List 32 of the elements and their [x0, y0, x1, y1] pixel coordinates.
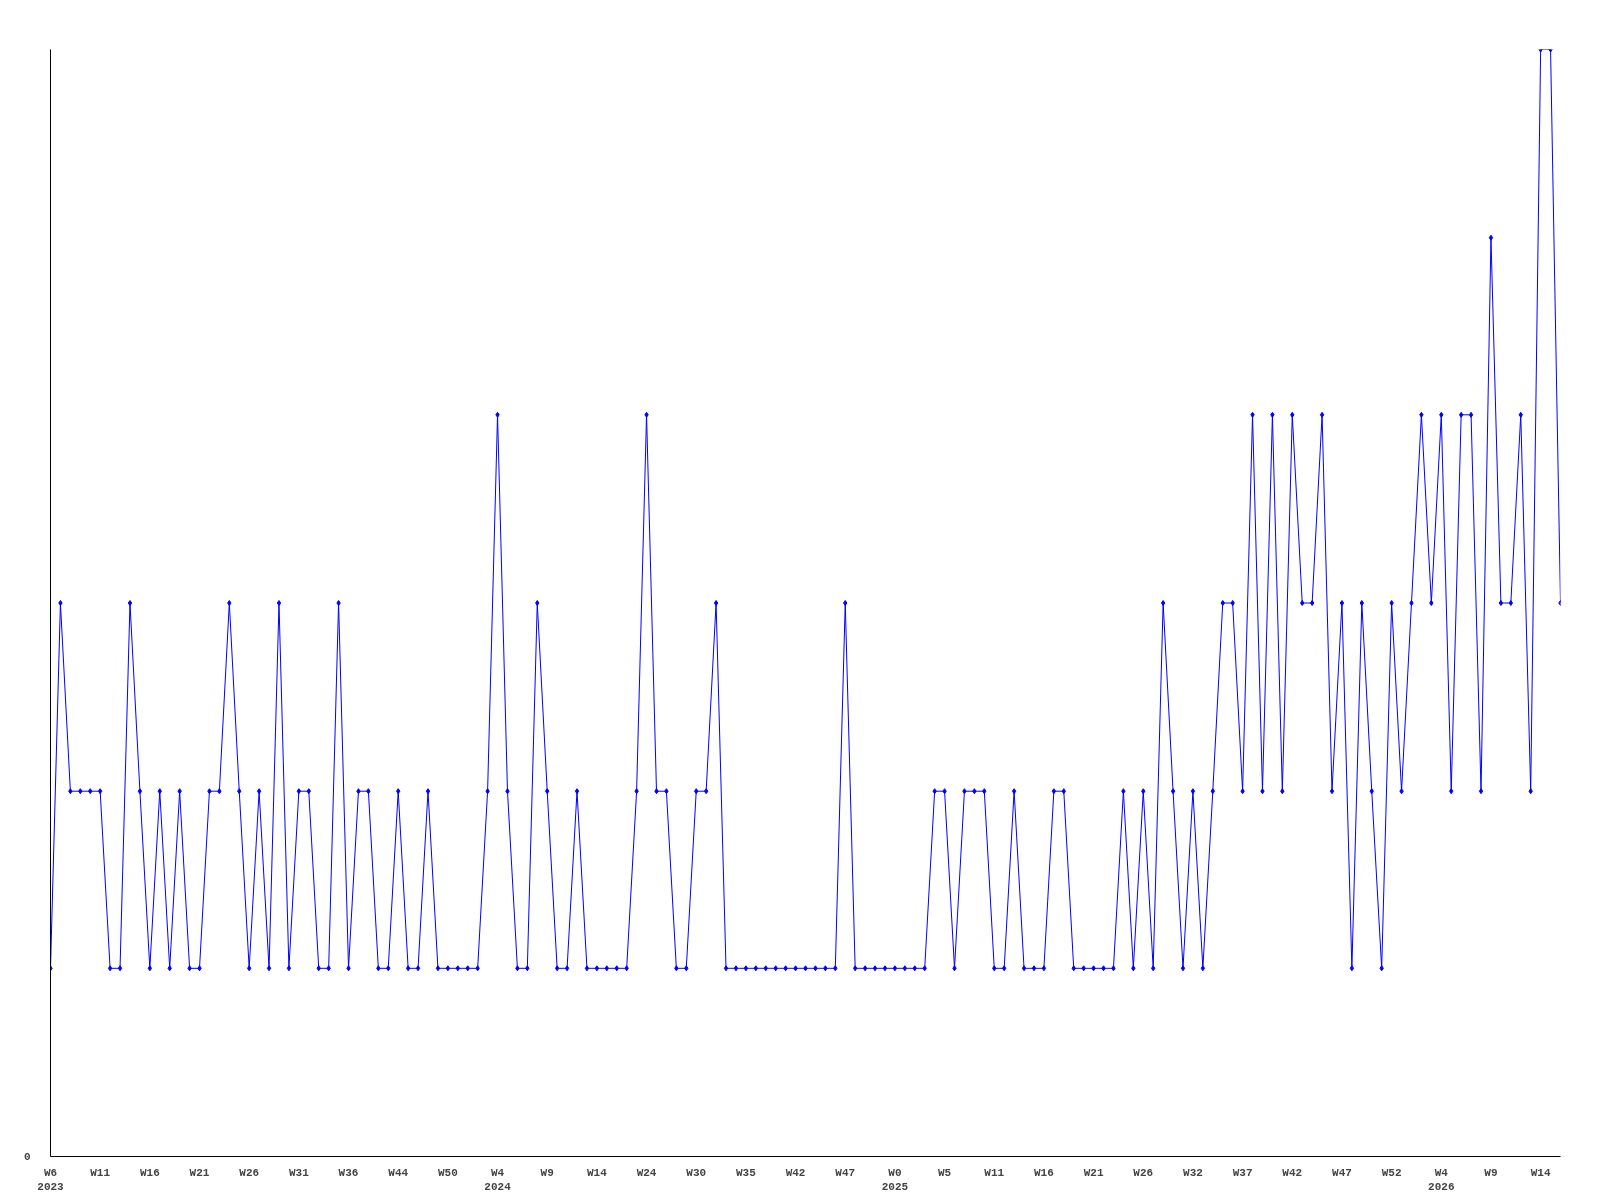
x-tick-label: W16: [139, 1166, 160, 1179]
x-tick-label: W52: [1381, 1166, 1402, 1179]
x-tick-label: W26: [239, 1166, 260, 1179]
x-tick-label: W44: [388, 1166, 409, 1179]
x-tick-label: W11: [984, 1166, 1005, 1179]
x-tick-label: W6 2023: [37, 1166, 65, 1193]
x-tick-label: W14: [586, 1166, 608, 1179]
x-tick-label: W0 2025: [881, 1166, 909, 1193]
x-tick-label: W5: [937, 1166, 952, 1179]
x-tick-label: W50: [437, 1166, 458, 1179]
x-tick-label: W47: [835, 1166, 856, 1179]
text: 0: [23, 1151, 31, 1163]
x-tick-label: W24: [636, 1166, 657, 1179]
x-tick-label: W21: [1083, 1166, 1104, 1179]
x-tick-label: W42: [1282, 1166, 1303, 1179]
x-tick-label: W36: [338, 1166, 359, 1179]
x-tick-label: W37: [1232, 1166, 1253, 1179]
x-tick-label: W31: [288, 1166, 310, 1179]
x-tick-label: W35: [735, 1166, 757, 1179]
x-tick-label: W47: [1332, 1166, 1352, 1179]
x-tick-label: W21: [189, 1166, 210, 1179]
x-tick-label: W16: [1034, 1166, 1054, 1179]
x-tick-label: W30: [686, 1166, 707, 1179]
x-tick-label: W32: [1183, 1166, 1203, 1179]
x-tick-label: W9: [540, 1166, 554, 1179]
x-tick-label: W14: [1530, 1166, 1551, 1179]
x-tick-label: W11: [90, 1166, 111, 1179]
x-tick-label: W9: [1484, 1166, 1498, 1179]
x-tick-label: W4 2024: [484, 1166, 512, 1193]
x-tick-label: W26: [1133, 1166, 1154, 1179]
x-tick-label: W4 2026: [1428, 1166, 1455, 1193]
x-tick-label: W42: [785, 1166, 806, 1179]
